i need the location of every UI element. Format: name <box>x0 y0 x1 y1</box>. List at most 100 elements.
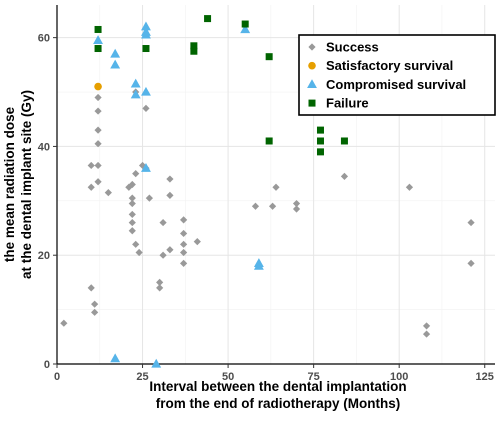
success-point <box>159 251 167 259</box>
x-axis-title: Interval between the dental implantation… <box>149 379 406 411</box>
failure-point <box>142 45 150 53</box>
y-axis-title-line: the mean radiation dose <box>2 106 17 262</box>
axes: 0 25 50 75 100 125 0 20 40 60 <box>38 5 495 383</box>
compromised-survival-point <box>151 358 162 368</box>
data-points <box>60 15 475 368</box>
x-tick-label: 100 <box>390 371 408 383</box>
axis-labels: Interval between the dental implantation… <box>2 90 407 411</box>
success-point <box>94 140 102 148</box>
compromised-survival-point <box>110 59 121 69</box>
success-point <box>467 218 475 227</box>
failure-point <box>190 47 198 55</box>
success-point <box>94 126 102 134</box>
success-point <box>166 246 174 254</box>
compromised-survival-point <box>253 260 264 270</box>
compromised-survival-point <box>141 162 151 172</box>
legend-label-satisfactory-survival: Satisfactory survival <box>326 58 453 73</box>
y-tick-label: 20 <box>38 250 50 262</box>
compromised-survival-point <box>240 24 251 34</box>
success-point <box>251 202 260 210</box>
legend-key-compromised-survival <box>307 79 317 89</box>
success-point <box>268 202 277 210</box>
legend-label-compromised-survival: Compromised survival <box>326 77 466 92</box>
success-point <box>128 227 136 235</box>
success-point <box>180 240 188 248</box>
x-tick-label: 125 <box>476 371 494 383</box>
x-axis-title-line: Interval between the dental implantation <box>149 379 406 394</box>
failure-point <box>316 126 324 134</box>
success-point <box>272 183 280 191</box>
success-point <box>94 178 102 186</box>
failure-point <box>265 137 273 145</box>
success-point <box>128 180 136 189</box>
legend-key-failure <box>308 99 316 107</box>
failure-point <box>94 25 102 33</box>
failure-point <box>316 137 324 145</box>
failure-point <box>241 20 249 28</box>
success-point <box>292 205 301 213</box>
success-point <box>94 107 102 115</box>
success-point <box>94 161 102 170</box>
success-point <box>91 308 99 316</box>
y-axis-title: the mean radiation dose at the dental imp… <box>2 90 34 279</box>
success-point <box>180 259 188 267</box>
success-point <box>159 218 167 227</box>
legend-key-satisfactory-survival <box>308 61 316 70</box>
success-point <box>104 189 112 197</box>
success-point <box>135 248 143 257</box>
success-point <box>132 170 140 178</box>
failure-point <box>94 45 102 53</box>
success-point <box>193 238 201 246</box>
success-point <box>180 248 188 257</box>
success-point <box>467 259 475 267</box>
success-point <box>87 161 95 170</box>
success-point <box>94 93 102 102</box>
success-point <box>145 194 153 202</box>
legend: Success Satisfactory survival Compromised … <box>298 34 496 116</box>
success-point <box>60 319 68 327</box>
failure-point <box>340 137 348 145</box>
compromised-survival-point <box>93 35 104 44</box>
success-point <box>422 322 431 330</box>
compromised-survival-point <box>141 21 151 31</box>
success-point <box>91 300 99 308</box>
compromised-survival-point <box>141 29 151 39</box>
success-point <box>128 210 136 219</box>
success-point <box>142 104 150 112</box>
x-axis-title-line: from the end of radiotherapy (Months) <box>156 396 401 411</box>
compromised-survival-point <box>110 48 121 58</box>
success-point <box>128 194 136 202</box>
legend-key-success <box>308 43 316 51</box>
compromised-survival-point <box>141 86 151 96</box>
y-tick-label: 40 <box>38 141 50 153</box>
failure-point <box>204 15 212 23</box>
success-point <box>180 216 188 224</box>
failure-point <box>316 148 324 156</box>
success-point <box>128 199 136 208</box>
failure-point <box>190 42 198 50</box>
x-tick-label: 50 <box>222 371 234 383</box>
x-tick-label: 0 <box>54 371 60 383</box>
success-point <box>340 172 349 180</box>
compromised-survival-point <box>110 353 121 363</box>
satisfactory-survival-point <box>94 82 102 91</box>
success-point <box>128 218 136 227</box>
legend-label-failure: Failure <box>326 96 369 111</box>
compromised-survival-point <box>130 89 141 99</box>
success-point <box>166 191 174 199</box>
success-point <box>87 183 95 191</box>
success-point <box>87 284 95 292</box>
success-point <box>156 278 164 287</box>
success-point <box>292 199 301 208</box>
success-point <box>405 183 414 191</box>
x-tick-label: 25 <box>136 371 148 383</box>
x-tick-label: 75 <box>308 371 320 383</box>
success-point <box>180 229 188 238</box>
failure-point <box>265 53 273 61</box>
y-tick-label: 0 <box>44 359 50 371</box>
success-point <box>132 240 140 248</box>
success-point <box>422 330 431 338</box>
success-point <box>156 284 164 292</box>
y-axis-title-line: at the dental implant site (Gy) <box>19 90 34 279</box>
